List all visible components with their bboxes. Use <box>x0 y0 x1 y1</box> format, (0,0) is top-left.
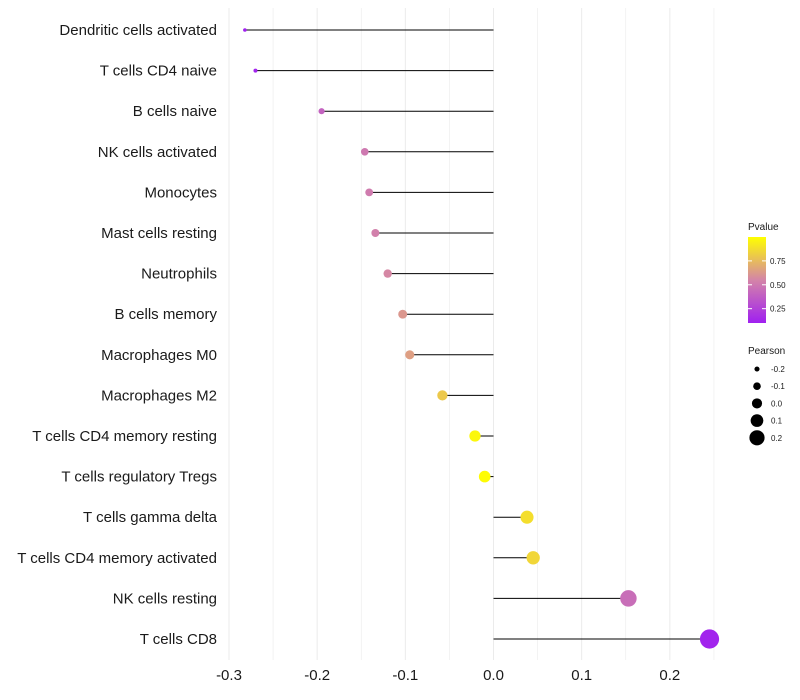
lollipop-point <box>478 470 491 483</box>
pearson-legend-key <box>749 430 765 446</box>
x-axis-ticks: -0.3 -0.2 -0.1 0.0 0.1 0.2 <box>216 667 680 684</box>
category-label: T cells CD4 memory resting <box>32 428 217 445</box>
category-label: T cells CD4 memory activated <box>17 550 217 567</box>
lollipop-point <box>360 147 369 156</box>
x-tick-label: -0.1 <box>392 667 418 684</box>
lollipop-point <box>243 28 247 32</box>
lollipop-segments <box>244 29 710 640</box>
lollipop-points <box>243 28 720 649</box>
lollipop-point <box>469 430 481 442</box>
lollipop-point <box>371 229 380 237</box>
pvalue-legend-label: 0.25 <box>770 305 786 314</box>
lollipop-point <box>620 590 637 607</box>
pvalue-legend: Pvalue 0.75 0.50 0.25 <box>748 222 786 323</box>
category-label: NK cells resting <box>113 590 217 607</box>
lollipop-point <box>318 108 325 115</box>
category-label: Macrophages M0 <box>101 347 217 364</box>
pearson-legend-label: 0.0 <box>771 399 783 408</box>
category-label: T cells gamma delta <box>83 509 218 526</box>
lollipop-point <box>437 390 448 401</box>
category-label: T cells regulatory Tregs <box>61 469 217 486</box>
pearson-legend-key <box>754 366 760 372</box>
lollipop-point <box>699 629 720 649</box>
x-tick-label: 0.2 <box>659 667 680 684</box>
pearson-legend: Pearson -0.2 -0.1 0.0 0.1 0.2 <box>748 346 785 446</box>
category-label: Dendritic cells activated <box>59 22 217 39</box>
pearson-legend-label: -0.1 <box>771 382 785 391</box>
pvalue-legend-label: 0.50 <box>770 281 786 290</box>
category-label: Macrophages M2 <box>101 387 217 404</box>
lollipop-point <box>253 68 258 73</box>
pearson-legend-title: Pearson <box>748 346 785 357</box>
category-label: Mast cells resting <box>101 225 217 242</box>
lollipop-point <box>383 269 392 278</box>
pearson-legend-key <box>751 398 763 409</box>
category-label: T cells CD8 <box>140 631 217 648</box>
lollipop-point <box>365 188 374 197</box>
pearson-legend-label: -0.2 <box>771 365 785 374</box>
x-tick-label: 0.0 <box>483 667 504 684</box>
pearson-legend-label: 0.2 <box>771 434 783 443</box>
x-tick-label: -0.3 <box>216 667 242 684</box>
pearson-legend-label: 0.1 <box>771 417 783 426</box>
category-labels: Dendritic cells activated T cells CD4 nai… <box>17 22 217 648</box>
pvalue-legend-title: Pvalue <box>748 222 779 233</box>
category-label: NK cells activated <box>98 144 217 161</box>
category-label: Neutrophils <box>141 266 217 283</box>
category-label: T cells CD4 naive <box>100 63 217 80</box>
pearson-legend-key <box>750 414 764 427</box>
grid-lines <box>228 8 715 660</box>
lollipop-point <box>526 551 540 565</box>
category-label: B cells naive <box>133 103 217 120</box>
x-tick-label: -0.2 <box>304 667 330 684</box>
category-label: B cells memory <box>114 306 217 323</box>
pvalue-legend-label: 0.75 <box>770 257 786 266</box>
pearson-legend-key <box>753 382 761 391</box>
lollipop-point <box>398 309 408 319</box>
lollipop-point <box>520 510 534 524</box>
x-tick-label: 0.1 <box>571 667 592 684</box>
category-label: Monocytes <box>144 184 217 201</box>
lollipop-point <box>405 350 415 360</box>
pvalue-colorbar <box>748 237 766 323</box>
